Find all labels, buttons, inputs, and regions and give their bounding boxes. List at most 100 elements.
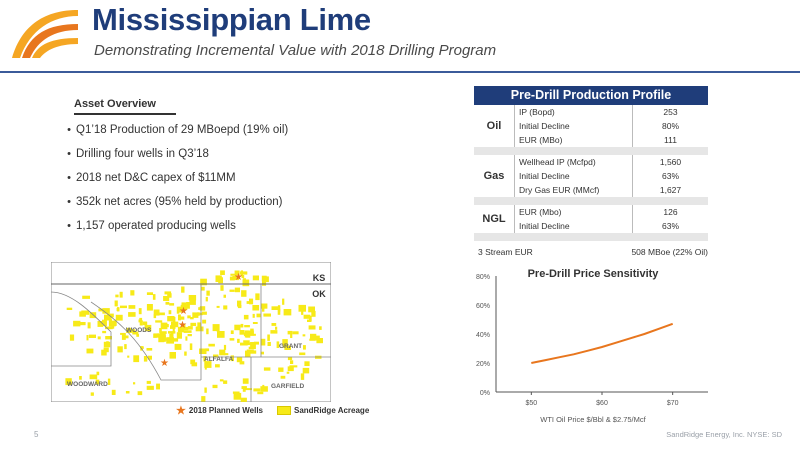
- acreage-patch: [82, 295, 90, 299]
- acreage-patch: [257, 391, 264, 395]
- acreage-patch: [219, 349, 226, 356]
- acreage-patch: [263, 313, 271, 317]
- acreage-patch: [90, 392, 94, 396]
- acreage-patch: [181, 326, 189, 331]
- chart-title: Pre-Drill Price Sensitivity: [528, 268, 660, 280]
- county-label-alfalfa: ALFALFA: [204, 356, 234, 363]
- acreage-patch: [125, 335, 129, 339]
- acreage-patch: [102, 308, 110, 314]
- acreage-patch: [168, 310, 172, 315]
- planned-well-star: ★: [160, 358, 169, 369]
- acreage-patch: [308, 315, 312, 322]
- acreage-patch: [159, 328, 162, 333]
- acreage-patch: [186, 302, 190, 309]
- acreage-patch: [158, 334, 163, 338]
- acreage-patch: [284, 345, 291, 350]
- acreage-patch: [250, 342, 256, 349]
- acreage-patch: [176, 332, 182, 339]
- acreage-patch: [286, 371, 290, 374]
- acreage-patch: [197, 322, 201, 327]
- asset-overview-heading: Asset Overview: [74, 98, 156, 110]
- acreage-patch: [242, 278, 246, 281]
- acreage-patch: [109, 319, 112, 322]
- acreage-patch: [298, 304, 306, 312]
- legend-wells-label: 2018 Planned Wells: [188, 406, 263, 415]
- acreage-patch: [146, 385, 154, 390]
- acreage-patch: [78, 322, 86, 326]
- table-separator: [474, 147, 708, 155]
- planned-well-star: ★: [179, 306, 188, 317]
- bullet-item: • 1,157 operated producing wells: [62, 218, 288, 242]
- acreage-patch: [165, 338, 173, 341]
- group-label: Gas: [483, 170, 505, 182]
- acreage-patch: [303, 345, 306, 350]
- acreage-patch: [261, 306, 265, 312]
- acreage-patch: [262, 384, 265, 392]
- acreage-patch: [101, 349, 107, 356]
- acreage-patch: [244, 325, 250, 328]
- map-legend: ★ 2018 Planned Wells SandRidge Acreage: [176, 404, 369, 417]
- acreage-patch: [220, 270, 225, 275]
- group-label: Oil: [486, 120, 502, 132]
- acreage-patch: [304, 361, 310, 366]
- table-separator: [474, 197, 708, 205]
- acreage-patch: [65, 378, 72, 386]
- price-sensitivity-chart: Pre-Drill Price Sensitivity 0% 20% 40% 60% 8…: [476, 268, 708, 424]
- acreage-patch: [241, 290, 247, 297]
- acreage-patch: [202, 319, 207, 324]
- bullet-item: • 2018 net D&C capex of $11MM: [62, 170, 288, 194]
- acreage-patch: [282, 298, 285, 305]
- bullet-item: • Drilling four wells in Q3’18: [62, 146, 288, 170]
- acreage-patch: [97, 321, 103, 327]
- y-tick-label: 60%: [476, 303, 490, 310]
- acreage-patch: [152, 294, 156, 300]
- acreage-patch: [144, 324, 152, 332]
- acreage-patch: [201, 311, 207, 315]
- acreage-patch: [163, 296, 170, 301]
- acreage-patch: [121, 333, 126, 340]
- planned-well-star: ★: [234, 272, 243, 283]
- acreage-patch: [234, 270, 240, 276]
- acreage-patch: [232, 276, 239, 281]
- acreage-patch: [153, 314, 157, 319]
- acreage-patch: [300, 373, 305, 380]
- acreage-patch: [241, 275, 245, 278]
- county-boundary: [51, 291, 112, 367]
- acreage-patch: [229, 276, 235, 281]
- acreage-patch: [190, 317, 194, 320]
- table-row: Initial Decline 80%: [515, 119, 708, 133]
- table-row: EUR (MBo) 111: [515, 133, 708, 147]
- acreage-patch: [169, 333, 172, 340]
- acreage-patch: [205, 296, 208, 302]
- acreage-patch: [232, 391, 240, 394]
- acreage-patch: [271, 306, 279, 310]
- acreage-patch: [95, 379, 100, 385]
- table-row: Dry Gas EUR (MMcf) 1,627: [515, 183, 708, 197]
- acreage-patch: [255, 293, 260, 301]
- acreage-patch: [205, 348, 210, 352]
- acreage-patch: [248, 350, 257, 354]
- stream-eur-value: 508 MBoe (22% Oil): [631, 247, 708, 257]
- acreage-patch: [290, 331, 293, 338]
- acreage-patch: [153, 309, 160, 316]
- state-label-ok: OK: [312, 289, 326, 299]
- acreage-patch: [171, 321, 179, 328]
- acreage-patch: [156, 383, 160, 390]
- acreage-patch: [289, 365, 298, 368]
- acreage-patch: [108, 320, 116, 327]
- acreage-patch: [114, 319, 117, 326]
- acreage-patch: [213, 354, 219, 358]
- acreage-patch: [166, 324, 169, 328]
- acreage-patch: [136, 333, 139, 337]
- stream-eur-label: 3 Stream EUR: [478, 247, 533, 257]
- acreage-patch: [130, 329, 136, 333]
- acreage-patch: [308, 306, 315, 313]
- table-row: EUR (Mbo) 126: [515, 205, 708, 219]
- acreage-patch: [103, 341, 111, 348]
- acreage-patch: [171, 333, 174, 340]
- acreage-patch: [114, 300, 118, 307]
- acreage-patch: [283, 309, 292, 316]
- acreage-patch: [230, 273, 237, 276]
- acreage-patch: [86, 348, 94, 354]
- acreage-patch: [241, 386, 247, 389]
